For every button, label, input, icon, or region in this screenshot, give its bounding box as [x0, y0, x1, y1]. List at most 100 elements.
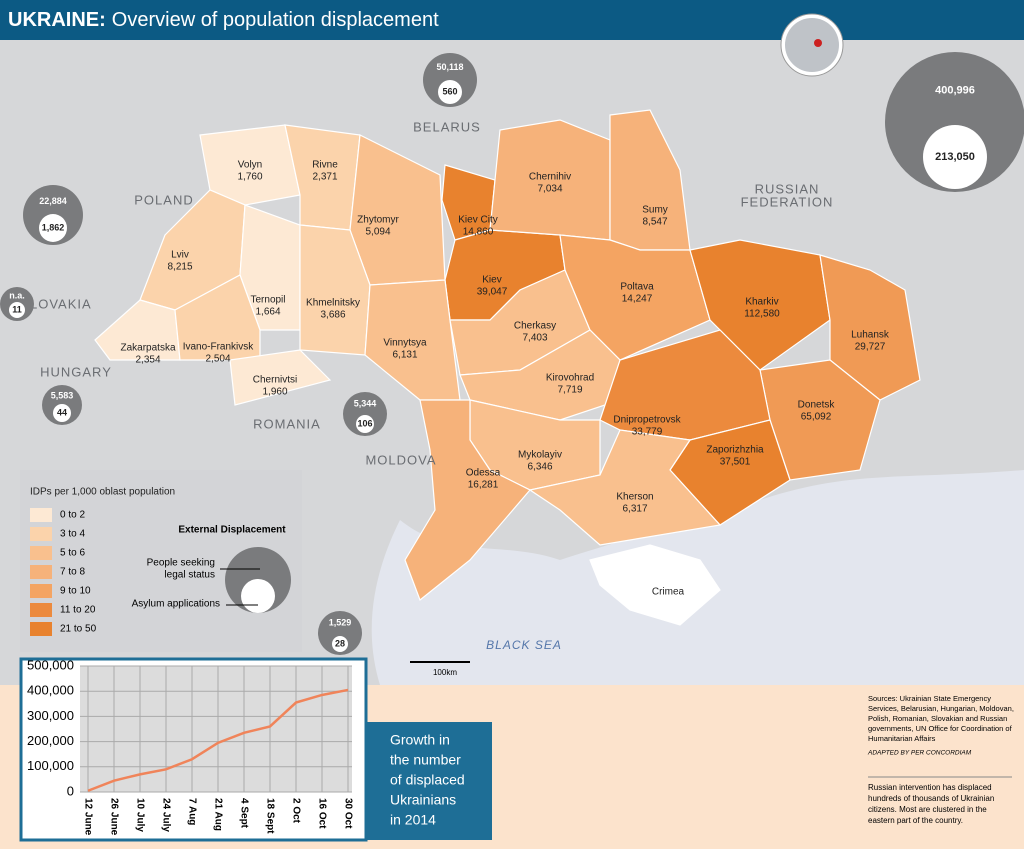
- outer-value: 5,344: [354, 398, 377, 408]
- oblast-name: Kharkiv: [745, 297, 778, 308]
- x-tick-label: 18 Sept: [264, 798, 275, 834]
- legend-label: 7 to 8: [60, 567, 85, 578]
- outer-value: 5,583: [51, 390, 74, 400]
- oblast-name: Volyn: [238, 160, 262, 171]
- sources: Sources: Ukrainian State Emergency: [868, 694, 991, 703]
- x-tick-label: 12 June: [82, 798, 93, 836]
- legend-label: 21 to 50: [60, 624, 97, 635]
- oblast-value: 2,371: [312, 172, 337, 183]
- oblast-name: Kirovohrad: [546, 373, 594, 384]
- inner-value: 213,050: [935, 151, 975, 163]
- inner-circle: [923, 125, 987, 189]
- outer-circle: [343, 392, 387, 436]
- oblast-value: 37,501: [720, 457, 751, 468]
- annotation: Ukrainians: [390, 792, 456, 808]
- oblast-value: 1,760: [237, 172, 262, 183]
- x-tick-label: 30 Oct: [342, 798, 353, 829]
- oblast-value: 2,354: [135, 355, 160, 366]
- country-label: MOLDOVA: [365, 452, 436, 467]
- country-label: RUSSIAN: [755, 181, 820, 196]
- oblast-name: Luhansk: [851, 330, 890, 341]
- oblast-name: Ivano-Frankivsk: [183, 342, 255, 353]
- oblast-name: Zaporizhzhia: [706, 445, 764, 456]
- oblast-name: Crimea: [652, 587, 685, 598]
- legend-outer-label: People seeking: [147, 558, 215, 569]
- note: Russian intervention has displaced: [868, 783, 992, 792]
- annotation: in 2014: [390, 812, 436, 828]
- country-label: POLAND: [134, 192, 193, 207]
- oblast-name: Zhytomyr: [357, 215, 399, 226]
- legend-label: 11 to 20: [60, 605, 96, 616]
- oblast-name: Kiev: [482, 275, 501, 286]
- inner-circle: [438, 80, 462, 104]
- legend-title: IDPs per 1,000 oblast population: [30, 487, 175, 498]
- oblast-value: 33,779: [632, 427, 663, 438]
- oblast: [404, 399, 531, 601]
- legend-swatch: [30, 584, 52, 598]
- oblast-name: Rivne: [312, 160, 338, 171]
- outer-circle: [885, 52, 1024, 192]
- adapted: ADAPTED BY PER CONCORDIAM: [867, 750, 972, 757]
- annotation-box: [366, 722, 492, 840]
- legend-swatch: [30, 508, 52, 522]
- legend-label: 3 to 4: [60, 529, 85, 540]
- inner-value: 44: [57, 407, 67, 417]
- oblast: [819, 254, 921, 401]
- oblast-name: Cherkasy: [514, 321, 556, 332]
- oblast-value: 14,247: [622, 294, 653, 305]
- y-tick-label: 0: [67, 783, 74, 798]
- y-tick-label: 300,000: [27, 708, 74, 723]
- oblast-value: 7,034: [537, 184, 562, 195]
- legend-swatch: [30, 603, 52, 617]
- inner-value: 11: [12, 304, 22, 314]
- oblast-name: Mykolayiv: [518, 450, 562, 461]
- note: citizens. Most are clustered in the: [868, 805, 987, 814]
- oblast-name: Poltava: [620, 282, 654, 293]
- legend-label: 5 to 6: [60, 548, 85, 559]
- oblast-name: Odessa: [466, 468, 501, 479]
- plot-area: [80, 666, 352, 792]
- oblast-value: 8,547: [642, 217, 667, 228]
- oblast-value: 1,960: [262, 387, 287, 398]
- oblast-name: Khmelnitsky: [306, 298, 360, 309]
- country-label: BELARUS: [413, 119, 481, 134]
- legend-swatch: [30, 622, 52, 636]
- x-tick-label: 26 June: [108, 798, 119, 836]
- sources: governments, UN Office for Coordination …: [868, 724, 1013, 733]
- oblast-value: 6,346: [527, 462, 552, 473]
- oblast-value: 7,403: [522, 333, 547, 344]
- oblast-value: 7,719: [557, 385, 582, 396]
- oblast-value: 5,094: [365, 227, 390, 238]
- country-label: HUNGARY: [40, 364, 112, 379]
- oblast-value: 65,092: [801, 412, 832, 423]
- legend-inner-label: Asylum applications: [132, 599, 220, 610]
- legend-swatch: [30, 565, 52, 579]
- sources: Services, Belarusian, Hungarian, Moldova…: [868, 704, 1014, 713]
- inner-value: 1,862: [42, 222, 65, 232]
- oblast-value: 1,664: [255, 307, 280, 318]
- header-title-bold: UKRAINE:: [8, 9, 106, 31]
- note: hundreds of thousands of Ukrainian: [868, 794, 994, 803]
- x-tick-label: 10 July: [134, 798, 145, 832]
- oblast-name: Vinnytsya: [383, 338, 427, 349]
- oblast-value: 29,727: [855, 342, 886, 353]
- oblast-name: Donetsk: [798, 400, 836, 411]
- header-title-text: Overview of population displacement: [112, 9, 439, 31]
- country-label: FEDERATION: [741, 194, 834, 209]
- outer-circle: [318, 611, 362, 655]
- oblast-value: 39,047: [477, 287, 508, 298]
- country-label: BLACK SEA: [486, 638, 562, 652]
- oblast: [94, 299, 181, 361]
- outer-value: 50,118: [436, 62, 463, 72]
- annotation: Growth in: [390, 732, 450, 748]
- inner-circle: [9, 302, 25, 318]
- oblast-value: 8,215: [167, 262, 192, 273]
- legend-label: 0 to 2: [60, 510, 85, 521]
- scale-label: 100km: [433, 668, 457, 677]
- oblast-name: Kiev City: [458, 215, 497, 226]
- inner-circle: [332, 636, 348, 652]
- oblast-name: Sumy: [642, 205, 668, 216]
- oblast: [199, 124, 301, 206]
- inner-value: 560: [442, 86, 457, 96]
